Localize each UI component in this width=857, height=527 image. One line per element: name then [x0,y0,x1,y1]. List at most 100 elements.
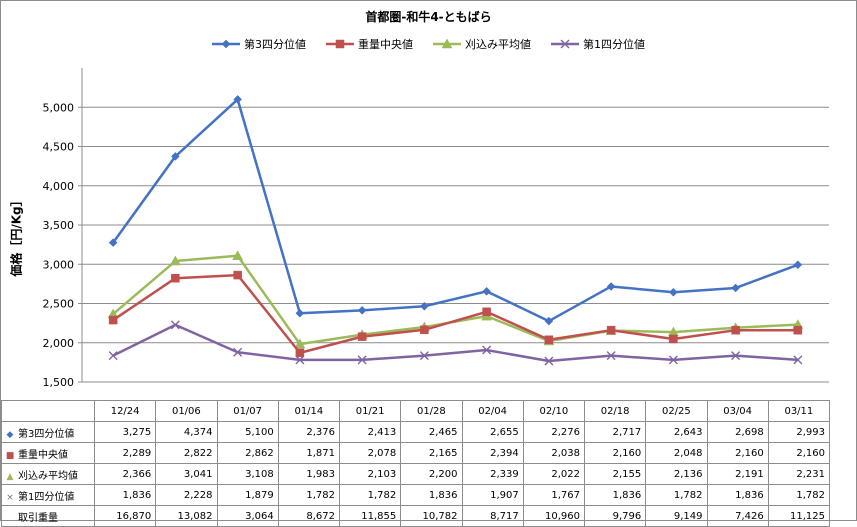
x-category-label: 12/24 [93,400,157,422]
data-point-series-2 [233,270,242,280]
x-category-label: 03/04 [706,400,769,422]
data-point-series-2 [171,273,180,283]
legend-swatch-1 [212,39,240,49]
table-cell: 2,160 [767,442,831,464]
table-cell: 8,672 [277,505,341,527]
x-category-label: 02/04 [461,400,524,422]
data-point-series-4 [233,347,243,357]
data-point-series-4 [419,351,429,361]
table-row-header: ■ 重量中央値 [1,442,95,464]
data-point-series-2 [357,332,367,341]
x-category-label: 03/11 [767,400,831,422]
series-line-2 [112,273,798,355]
data-point-series-1 [357,305,367,315]
legend-item-4: 第1四分位値 [551,36,645,52]
table-row: × 第1四分位値 1,836 2,228 1,879 1,782 1,782 1,836 1,9… [1,484,831,506]
legend-item-1: 第3四分位値 [212,36,306,52]
table-cell: 2,993 [767,421,831,443]
table-row-header: ▲ 刈込み平均値 [1,463,95,485]
data-point-series-1 [793,260,803,270]
table-cell: 16,870 [93,505,157,527]
series-line-4 [112,323,798,363]
data-point-series-4 [295,355,305,365]
data-point-series-4 [668,355,678,365]
y-tick-label: 2,000 [43,337,75,350]
table-cell: 3,064 [216,505,279,527]
y-tick-label: 5,000 [43,101,75,114]
table-row-label: 重量中央値 [18,449,68,461]
data-point-series-4 [108,351,118,361]
table-cell: 2,228 [155,484,218,506]
data-point-series-2 [295,348,305,358]
table-cell: 2,289 [93,442,157,464]
table-cell: 11,125 [767,505,831,527]
table-legend-key-2: ■ [5,450,15,461]
data-table: 12/24 01/06 01/07 01/14 01/21 01/28 02/04 02/10… [1,400,831,527]
legend-swatch-2 [326,39,354,49]
legend-label-3: 刈込み平均値 [465,38,531,51]
table-cell: 1,767 [522,484,586,506]
x-category-label: 02/18 [583,400,647,422]
table-legend-key-1: ◆ [6,429,14,440]
data-point-series-2 [606,325,616,335]
data-point-series-2 [793,325,803,335]
table-cell: 1,782 [767,484,831,506]
table-cell: 5,100 [216,421,279,443]
y-tick-label: 4,000 [43,180,75,193]
table-cell: 2,413 [338,421,402,443]
table-cell: 2,655 [461,421,524,443]
data-point-series-4 [544,356,554,366]
table-cell: 1,836 [583,484,647,506]
table-cell: 2,038 [522,442,586,464]
table-cell: 8,717 [461,505,524,527]
data-point-series-4 [482,345,492,355]
plot-area: 1,500 2,000 2,500 3,000 3,500 4,000 4,500 5,000 [43,68,829,389]
x-category-label: 01/14 [277,400,341,422]
legend-swatch-4 [551,39,579,49]
table-cell: 2,862 [216,442,279,464]
data-point-series-1 [606,282,616,291]
table-cell: 1,782 [645,484,708,506]
table-cell: 1,782 [338,484,402,506]
data-point-series-1 [171,152,180,161]
legend-label-2: 重量中央値 [358,38,413,51]
table-cell: 10,960 [522,505,586,527]
table-row: 取引重量 16,870 13,082 3,064 8,672 11,855 10,782 8,… [1,505,831,527]
table-cell: 11,855 [338,505,402,527]
table-cell: 1,782 [277,484,341,506]
data-point-series-4 [731,351,741,361]
data-point-series-4 [357,355,367,365]
table-cell: 2,078 [338,442,402,464]
table-row-header: ◆ 第3四分位値 [1,421,95,443]
table-cell: 9,149 [645,505,708,527]
y-tick-label: 2,500 [43,298,75,311]
table-cell: 1,836 [93,484,157,506]
chart-title: 首都圏-和牛4-ともばら [365,10,492,24]
table-cell: 2,465 [400,421,463,443]
data-point-series-3 [294,338,306,349]
table-row: ■ 重量中央値 2,289 2,822 2,862 1,871 2,078 2,165 2,39… [1,442,831,464]
table-row-label: 刈込み平均値 [18,470,78,482]
x-category-label: 01/07 [216,400,279,422]
data-point-series-1 [233,95,242,104]
y-tick-label: 3,500 [43,219,75,232]
table-cell: 1,871 [277,442,341,464]
series-line-1 [112,98,799,323]
table-row-header: 取引重量 [1,505,95,527]
data-point-series-4 [793,355,803,365]
data-point-series-1 [482,286,491,296]
data-point-series-1 [544,316,554,326]
table-cell: 13,082 [155,505,218,527]
table-cell: 1,836 [400,484,463,506]
legend: 第3四分位値 重量中央値 刈込み平均値 第1四分位値 [0,36,857,52]
table-cell: 7,426 [706,505,769,527]
table-cell: 2,165 [400,442,463,464]
table-row-header: × 第1四分位値 [1,484,95,506]
x-category-label: 01/21 [338,400,402,422]
x-category-label: 02/10 [522,400,586,422]
legend-label-1: 第3四分位値 [244,38,306,51]
data-point-series-1 [669,287,678,297]
table-row-label: 取引重量 [18,512,58,524]
y-tick-label: 1,500 [43,376,75,389]
table-cell: 2,155 [583,463,647,485]
